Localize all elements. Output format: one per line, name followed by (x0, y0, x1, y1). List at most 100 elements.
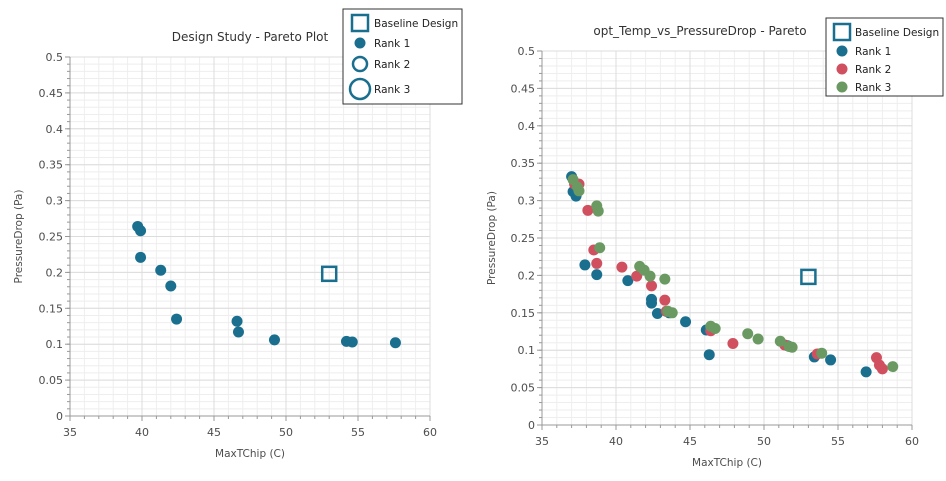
y-tick-label: 0.2 (518, 269, 536, 282)
x-tick-label: 40 (135, 426, 149, 439)
y-tick-label: 0.45 (39, 87, 64, 100)
data-point[interactable] (876, 363, 888, 375)
data-point[interactable] (816, 347, 828, 359)
data-point[interactable] (573, 185, 585, 197)
data-point[interactable] (231, 315, 243, 327)
y-tick-label: 0.25 (511, 232, 536, 245)
data-point[interactable] (825, 354, 837, 366)
data-point[interactable] (703, 349, 715, 361)
y-axis-label: PressureDrop (Pa) (13, 190, 25, 284)
data-point[interactable] (887, 361, 899, 373)
y-tick-label: 0 (56, 410, 63, 423)
legend-rank-swatch (836, 81, 848, 93)
data-point[interactable] (135, 225, 147, 237)
legend-label: Rank 3 (855, 82, 891, 94)
y-tick-label: 0 (528, 419, 535, 432)
data-point[interactable] (171, 313, 183, 325)
data-point[interactable] (742, 328, 754, 340)
x-tick-label: 55 (351, 426, 365, 439)
data-point[interactable] (659, 294, 671, 306)
y-tick-label: 0.15 (511, 307, 536, 320)
legend-label: Rank 2 (855, 64, 891, 76)
data-point[interactable] (232, 326, 244, 338)
x-tick-label: 50 (757, 435, 771, 448)
baseline-design-marker[interactable] (800, 268, 817, 286)
legend-label: Baseline Design (374, 18, 458, 30)
data-point[interactable] (389, 337, 401, 349)
y-tick-label: 0.15 (39, 302, 64, 315)
data-point[interactable] (155, 264, 167, 276)
x-tick-label: 45 (207, 426, 221, 439)
x-tick-label: 35 (535, 435, 549, 448)
data-point[interactable] (592, 205, 604, 217)
x-tick-label: 35 (63, 426, 77, 439)
y-tick-label: 0.2 (46, 266, 64, 279)
data-point[interactable] (651, 308, 663, 320)
data-point[interactable] (622, 275, 634, 287)
data-point[interactable] (579, 259, 591, 271)
x-axis-label: MaxTChip (C) (215, 448, 285, 460)
data-point[interactable] (727, 337, 739, 349)
x-tick-label: 60 (423, 426, 437, 439)
legend-label: Rank 1 (855, 46, 891, 58)
y-tick-label: 0.05 (39, 374, 64, 387)
legend-rank-swatch (351, 55, 369, 73)
x-tick-label: 50 (279, 426, 293, 439)
series-rank-3 (567, 174, 899, 373)
series-rank-1 (566, 171, 872, 378)
data-point[interactable] (594, 242, 606, 254)
baseline-design-marker[interactable] (320, 265, 338, 283)
x-tick-label: 40 (609, 435, 623, 448)
y-tick-label: 0.1 (46, 338, 64, 351)
opt-temp-vs-pressuredrop-pareto-plot[interactable]: 35 40 45 50 55 60 0 0.05 0.1 0.15 0.2 0.25 0.3 0.35 0.… (486, 17, 944, 469)
data-point[interactable] (631, 270, 643, 282)
y-tick-label: 0.5 (46, 51, 64, 64)
y-tick-label: 0.45 (511, 82, 536, 95)
data-point[interactable] (709, 323, 721, 335)
data-point[interactable] (644, 270, 656, 282)
data-point[interactable] (165, 280, 177, 292)
y-tick-label: 0.25 (39, 231, 64, 244)
data-point[interactable] (666, 307, 678, 319)
data-point[interactable] (346, 336, 358, 348)
data-point[interactable] (582, 204, 594, 216)
data-point[interactable] (774, 335, 786, 347)
chart-title: opt_Temp_vs_PressureDrop - Pareto (593, 24, 806, 38)
data-point[interactable] (591, 269, 603, 281)
legend-baseline-swatch (350, 13, 370, 33)
data-point[interactable] (591, 257, 603, 269)
y-axis-label: PressureDrop (Pa) (486, 191, 498, 285)
data-point[interactable] (752, 333, 764, 345)
legend-label: Baseline Design (855, 27, 939, 39)
y-tick-label: 0.3 (518, 195, 536, 208)
data-point[interactable] (659, 273, 671, 285)
y-tick-label: 0.3 (46, 195, 64, 208)
plot-grid (541, 50, 913, 426)
data-point[interactable] (268, 334, 280, 346)
y-tick-label: 0.5 (518, 45, 536, 58)
data-point[interactable] (646, 297, 658, 309)
legend-label: Rank 1 (374, 38, 410, 50)
data-point[interactable] (646, 280, 658, 292)
data-point[interactable] (680, 316, 692, 328)
series-rank-1 (132, 220, 401, 349)
data-point[interactable] (135, 251, 147, 263)
x-tick-label: 45 (683, 435, 697, 448)
data-point[interactable] (860, 366, 872, 378)
legend-label: Rank 3 (374, 84, 410, 96)
design-study-pareto-plot[interactable]: 35 40 45 50 55 60 0 0.05 0.1 0.15 0.2 0.25 0.3 0.35 0.… (13, 8, 463, 460)
legend-rank-swatch (348, 77, 372, 101)
y-tick-label: 0.35 (39, 159, 64, 172)
legend-rank-1-swatch (354, 37, 366, 49)
y-tick-label: 0.4 (518, 120, 536, 133)
x-axis-label: MaxTChip (C) (692, 457, 762, 469)
data-point[interactable] (616, 261, 628, 273)
chart-legend: Baseline Design Rank 1 Rank 2 Rank 3 (825, 17, 944, 97)
chart-title: Design Study - Pareto Plot (172, 30, 329, 44)
data-point[interactable] (786, 341, 798, 353)
plot-grid (69, 56, 431, 417)
y-tick-label: 0.35 (511, 157, 536, 170)
x-tick-label: 60 (905, 435, 919, 448)
